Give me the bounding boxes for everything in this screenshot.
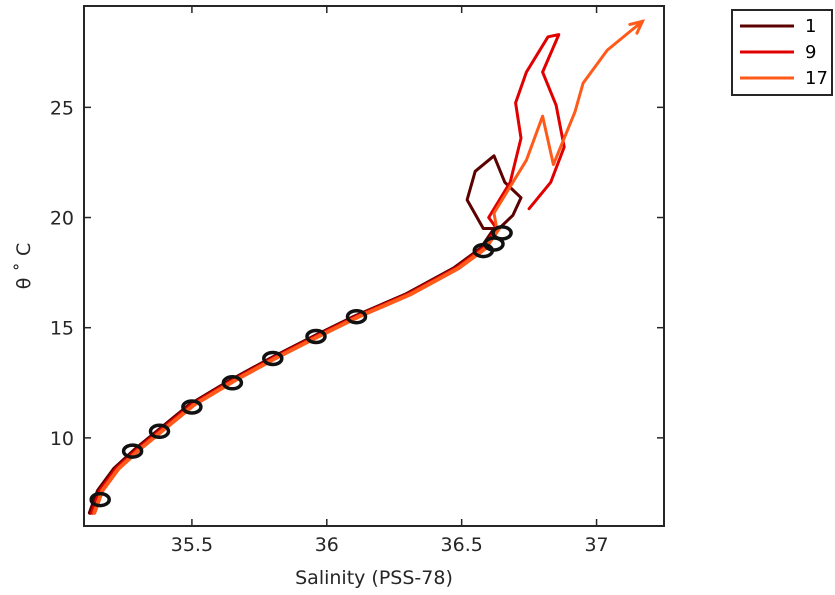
x-axis-label: Salinity (PSS-78) [295,567,453,589]
legend-label-9: 9 [805,42,816,63]
profile-marker [262,350,284,367]
series-1-trunk-line [87,226,497,515]
series-17-upper-line [492,19,644,230]
profile-marker [305,328,327,345]
y-tick-label: 15 [50,318,74,340]
legend-label-17: 17 [805,68,828,89]
series-9-upper-line [487,33,566,230]
x-tick-label: 37 [584,534,608,556]
y-tick-label: 20 [50,208,74,230]
series-9-trunk-line [90,226,499,515]
y-axis-label: θ ˚ C [13,243,35,289]
profile-marker [345,308,368,325]
x-tick-label: 36.5 [441,534,483,556]
series-17-arrowhead [628,19,646,35]
series-1-upper-line [465,154,523,233]
profile-marker [89,491,111,508]
profile-marker [491,225,513,241]
x-tick-label: 36 [315,534,339,556]
x-tick-label: 35.5 [171,534,213,556]
legend-label-1: 1 [805,16,816,37]
profile-marker [121,443,144,459]
x-axis-ticks: 35.5 36 36.5 37 [171,6,609,556]
profile-marker [148,423,171,440]
profile-tracks-layer [87,19,646,515]
profile-marker [181,399,203,415]
plot-area-frame [83,5,665,527]
profile-markers-layer [89,225,513,508]
series-17-trunk-line [92,226,501,515]
y-tick-label: 10 [50,428,74,450]
profile-marker [221,375,244,391]
y-tick-label: 25 [50,97,74,119]
y-axis-ticks: 10 15 20 25 [50,97,664,450]
